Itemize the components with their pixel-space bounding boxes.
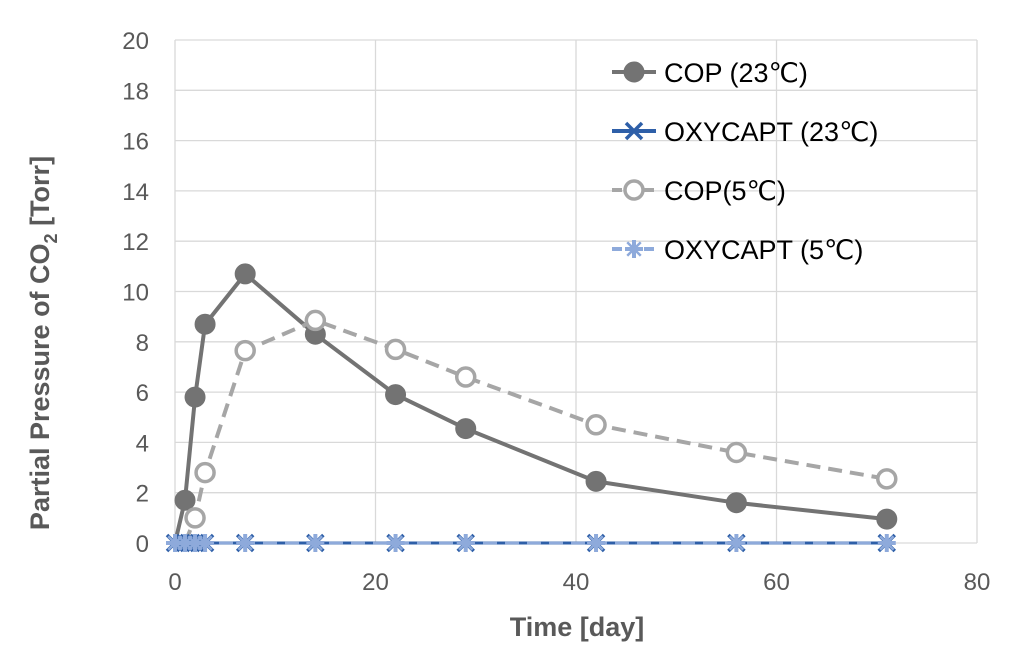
data-point <box>877 534 896 552</box>
data-point <box>306 534 325 552</box>
data-point <box>623 179 645 201</box>
x-tick-label: 40 <box>563 569 590 596</box>
x-tick-label: 0 <box>168 569 181 596</box>
data-point <box>624 121 644 141</box>
legend-item-0: COP (23℃) <box>612 58 808 88</box>
y-tick-label: 2 <box>136 481 149 508</box>
data-point <box>587 534 606 552</box>
y-axis-title: Partial Pressure of CO2 [Torr] <box>25 156 61 530</box>
legend-label: OXYCAPT (5℃) <box>664 235 863 265</box>
marker-stroke <box>728 535 745 551</box>
y-tick-label: 20 <box>122 28 149 55</box>
data-point <box>174 489 196 511</box>
legend-label: COP (23℃) <box>664 58 808 88</box>
x-axis-title: Time [day] <box>510 612 645 642</box>
data-point <box>236 534 255 552</box>
x-tick-label: 60 <box>763 569 790 596</box>
data-point <box>184 386 206 408</box>
x-tick-label: 20 <box>362 569 389 596</box>
data-point <box>455 418 477 440</box>
x-axis-tick-labels: 0 20 40 60 80 <box>168 569 990 596</box>
marker-stroke <box>879 535 895 551</box>
y-tick-label: 10 <box>122 280 149 307</box>
marker-stroke <box>458 535 474 551</box>
data-point <box>876 468 898 490</box>
series-line <box>173 271 888 544</box>
data-point <box>727 534 746 552</box>
y-tick-label: 4 <box>136 430 149 457</box>
marker-stroke <box>624 121 644 141</box>
data-point <box>623 61 645 83</box>
data-point <box>725 441 748 464</box>
data-point <box>384 338 407 361</box>
y-axis-title-subscript: 2 <box>41 233 61 243</box>
data-point <box>585 414 607 436</box>
y-tick-label: 16 <box>122 129 149 156</box>
data-point <box>234 263 256 285</box>
marker-stroke <box>307 535 323 551</box>
plot-area <box>165 263 898 553</box>
y-tick-label: 14 <box>122 179 149 206</box>
x-tick-label: 80 <box>964 569 991 596</box>
y-tick-label: 6 <box>136 380 149 407</box>
data-point <box>876 508 898 530</box>
data-point <box>625 240 643 258</box>
data-point <box>386 534 405 552</box>
y-axis-title-tail: [Torr] <box>25 156 55 233</box>
y-tick-label: 12 <box>122 229 149 256</box>
y-tick-label: 8 <box>136 330 149 357</box>
marker-stroke <box>626 241 642 257</box>
series-line <box>183 318 888 544</box>
legend-label: COP(5℃) <box>664 176 786 206</box>
legend-item-2: COP(5℃) <box>612 176 786 206</box>
y-axis-tick-labels: 0 2 4 6 8 10 12 14 16 18 20 <box>122 28 149 558</box>
data-point <box>194 461 216 484</box>
data-point <box>194 313 216 335</box>
data-point <box>196 534 215 552</box>
marker-stroke <box>588 535 604 551</box>
marker-stroke <box>197 535 213 551</box>
data-point <box>725 492 747 514</box>
data-point <box>304 309 327 332</box>
data-point <box>385 384 407 406</box>
data-point <box>585 470 607 492</box>
data-point <box>456 534 475 552</box>
y-tick-label: 18 <box>122 78 149 105</box>
y-axis-title-main: Partial Pressure of CO <box>25 243 55 530</box>
legend-item-1: OXYCAPT (23℃) <box>612 117 878 147</box>
marker-stroke <box>237 535 253 551</box>
gridlines <box>174 39 978 544</box>
data-point <box>454 366 477 388</box>
data-point <box>184 507 206 529</box>
series-2 <box>183 309 898 544</box>
legend-item-3: OXYCAPT (5℃) <box>612 235 863 265</box>
legend: COP (23℃) OXYCAPT (23℃) COP(5℃) OXYCAPT (5℃… <box>612 58 878 265</box>
data-point <box>234 339 256 362</box>
series-0 <box>173 263 898 544</box>
marker-stroke <box>387 535 404 551</box>
y-tick-label: 0 <box>136 531 149 558</box>
legend-label: OXYCAPT (23℃) <box>664 117 878 147</box>
series-3 <box>166 534 896 552</box>
